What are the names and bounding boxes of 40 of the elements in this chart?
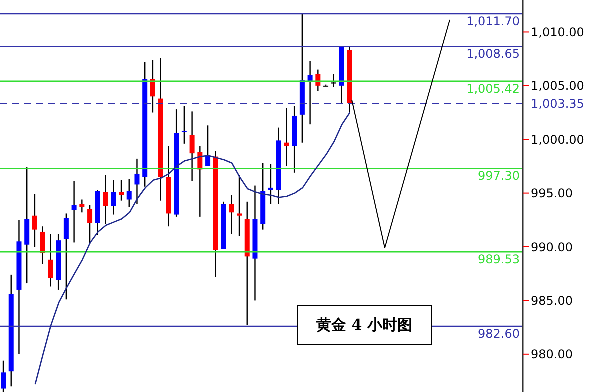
- candlestick: [182, 106, 187, 145]
- candlestick: [237, 174, 242, 237]
- ref-line-label: 982.60: [478, 327, 520, 342]
- y-tick-label: 980.00: [531, 348, 573, 362]
- y-tick-label: 1,000.00: [531, 132, 584, 147]
- y-tick-label: 1,010.00: [531, 25, 584, 40]
- candlestick: [134, 158, 140, 205]
- candlestick: [103, 174, 108, 226]
- candlestick: [80, 199, 85, 214]
- annotation: 黄金 4 小时图: [297, 305, 432, 345]
- candlestick: [48, 234, 54, 288]
- candlestick: [268, 164, 274, 205]
- line-series: [34, 112, 351, 386]
- candlestick: [190, 111, 195, 182]
- candlestick: [308, 60, 313, 126]
- ref-line-label: 1,008.65: [466, 47, 520, 62]
- y-tick-label: 995.00: [531, 186, 573, 201]
- candlestick: [64, 213, 69, 300]
- ref-line-label: 1,005.42: [466, 82, 520, 96]
- ref-line-label: 997.30: [478, 169, 520, 184]
- candlestick: [331, 74, 336, 88]
- candlestick: [32, 194, 38, 248]
- candlestick: [126, 178, 132, 208]
- y-tick-label: 1,005.00: [531, 79, 584, 94]
- candlestick: [206, 125, 211, 168]
- candlestick: [40, 226, 46, 265]
- candlestick: [316, 69, 321, 92]
- ref-line-label: 989.53: [478, 252, 520, 267]
- ref-line-label: 1,011.70: [466, 14, 520, 28]
- candlestick: [111, 180, 116, 216]
- candlestick: [119, 180, 124, 202]
- ref-line-label: 1,003.35: [531, 96, 584, 111]
- candlestick: [150, 60, 156, 114]
- candlestick: [284, 108, 290, 168]
- candlestick: [1, 360, 6, 392]
- candlestick: [88, 204, 93, 244]
- y-tick-label: 985.00: [531, 294, 573, 308]
- candlestick: [229, 194, 234, 235]
- candlestick: [72, 180, 77, 244]
- y-tick-label: 990.00: [531, 240, 573, 254]
